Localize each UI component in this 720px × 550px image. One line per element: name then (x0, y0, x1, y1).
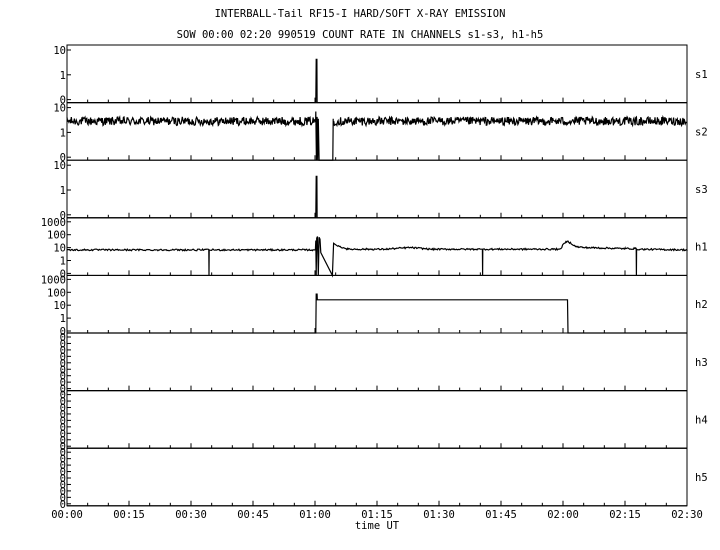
y-tick-label-h1: 100 (47, 230, 66, 242)
panel-frame-h5 (66, 447, 688, 507)
y-tick-label-h5: 0 (60, 486, 66, 498)
y-tick-label-h2: 0 (60, 326, 66, 338)
y-tick-label-h4: 0 (60, 390, 66, 402)
panel-frame-s2 (66, 102, 688, 161)
series-line-h2 (67, 293, 687, 334)
y-tick-label-h5: 0 (60, 473, 66, 485)
y-tick-label-h5: 0 (60, 467, 66, 479)
y-tick-label-s1: 0 (60, 95, 66, 107)
y-tick-label-s3: 0 (60, 210, 66, 222)
y-tick-label-s3: 10 (53, 160, 66, 172)
chart-subtitle: SOW 00:00 02:20 990519 COUNT RATE IN CHA… (176, 29, 544, 41)
x-tick-label: 02:15 (609, 509, 641, 521)
panel-frame-h4 (66, 390, 688, 449)
y-tick-label-s2: 10 (53, 103, 66, 115)
y-tick-label-h1: 1 (60, 256, 66, 268)
x-tick-label: 00:30 (175, 509, 207, 521)
y-tick-label-h4: 0 (60, 435, 66, 447)
x-tick-label: 00:45 (237, 509, 269, 521)
y-tick-label-h5: 0 (60, 454, 66, 466)
channel-label-h1: h1 (695, 242, 708, 254)
y-tick-label-h4: 0 (60, 415, 66, 427)
y-tick-label-h3: 0 (60, 364, 66, 376)
y-tick-label-h3: 0 (60, 345, 66, 357)
y-tick-label-h1: 1000 (41, 217, 66, 229)
series-line-s2 (66, 111, 687, 161)
channel-label-h5: h5 (695, 472, 708, 484)
y-tick-label-h4: 0 (60, 428, 66, 440)
channel-label-s1: s1 (695, 69, 708, 81)
y-tick-label-h5: 0 (60, 492, 66, 504)
y-tick-label-h4: 0 (60, 409, 66, 421)
y-tick-label-s2: 0 (60, 152, 66, 164)
panel-frame-s1 (66, 44, 688, 104)
x-tick-label: 02:00 (547, 509, 579, 521)
y-tick-label-h4: 0 (60, 422, 66, 434)
y-tick-label-h3: 0 (60, 384, 66, 396)
channel-label-h4: h4 (695, 414, 708, 426)
y-tick-label-h3: 0 (60, 371, 66, 383)
channel-label-s3: s3 (695, 184, 708, 196)
y-tick-label-h2: 1 (60, 313, 66, 325)
y-tick-label-s1: 1 (60, 70, 66, 82)
channel-label-s2: s2 (695, 126, 708, 138)
chart-title: INTERBALL-Tail RF15-I HARD/SOFT X-RAY EM… (214, 8, 506, 20)
channel-label-h3: h3 (695, 357, 708, 369)
y-tick-label-h2: 100 (47, 287, 66, 299)
y-tick-label-h4: 0 (60, 441, 66, 453)
x-tick-label: 02:30 (671, 509, 703, 521)
y-tick-label-s1: 10 (53, 45, 66, 57)
panel-frame-h2 (66, 274, 688, 334)
y-tick-label-h5: 0 (60, 479, 66, 491)
series-line-s3 (67, 175, 687, 219)
y-tick-label-s3: 1 (60, 185, 66, 197)
y-tick-label-h5: 0 (60, 460, 66, 472)
y-tick-label-h5: 0 (60, 447, 66, 459)
channel-label-h2: h2 (695, 299, 708, 311)
y-tick-label-s2: 1 (60, 127, 66, 139)
y-tick-label-h3: 0 (60, 332, 66, 344)
x-tick-label: 01:15 (361, 509, 393, 521)
panel-frame-h1 (66, 217, 688, 276)
y-tick-label-h1: 10 (53, 243, 66, 255)
y-tick-label-h4: 0 (60, 403, 66, 415)
x-tick-label: 01:45 (485, 509, 517, 521)
y-tick-label-h5: 0 (60, 499, 66, 511)
x-tick-label: 00:15 (113, 509, 145, 521)
x-tick-label: 01:00 (299, 509, 331, 521)
x-tick-label: 01:30 (423, 509, 455, 521)
y-tick-label-h3: 0 (60, 377, 66, 389)
x-tick-label: 00:00 (51, 509, 83, 521)
y-tick-label-h2: 1000 (41, 274, 66, 286)
y-tick-label-h2: 10 (53, 300, 66, 312)
x-axis-label: time UT (355, 520, 400, 532)
y-tick-label-h4: 0 (60, 396, 66, 408)
y-tick-label-h1: 0 (60, 268, 66, 280)
panel-frame-h3 (66, 332, 688, 392)
series-line-s1 (67, 58, 687, 104)
panel-frame-s3 (66, 159, 688, 219)
y-tick-label-h3: 0 (60, 358, 66, 370)
y-tick-label-h3: 0 (60, 338, 66, 350)
y-tick-label-h3: 0 (60, 351, 66, 363)
series-line-h1 (66, 236, 688, 278)
